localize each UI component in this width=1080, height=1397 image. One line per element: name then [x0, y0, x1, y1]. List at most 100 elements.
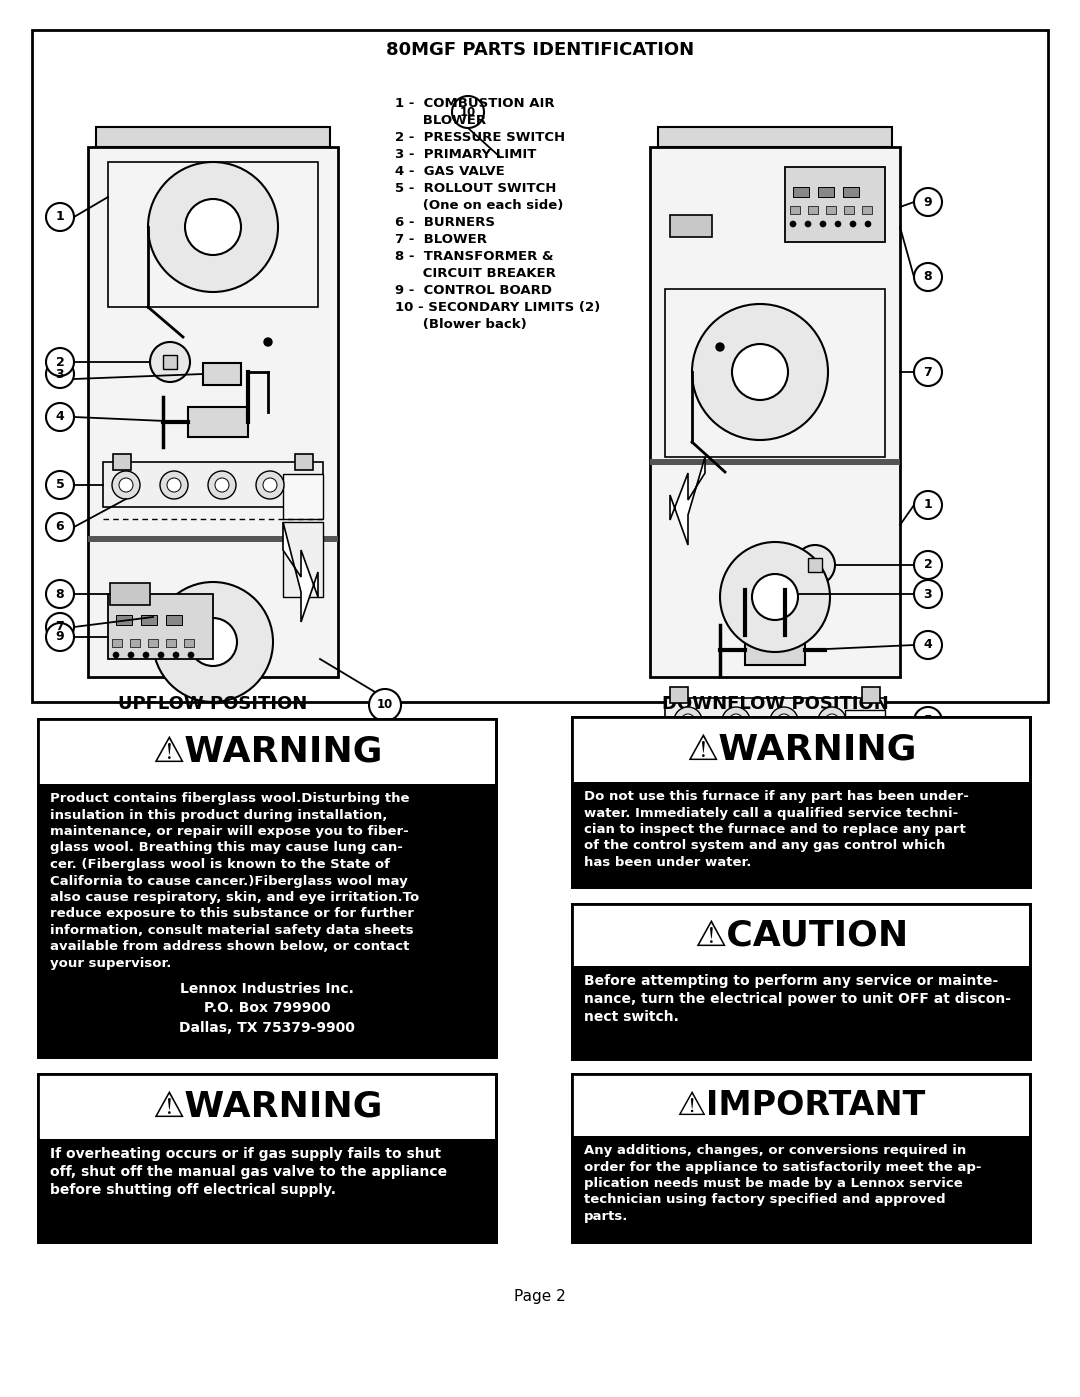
- Circle shape: [914, 631, 942, 659]
- Bar: [572, 1074, 1030, 1242]
- Circle shape: [188, 652, 194, 658]
- Circle shape: [46, 402, 75, 432]
- Circle shape: [208, 471, 237, 499]
- Text: 4: 4: [56, 411, 65, 423]
- Text: 3 -  PRIMARY LIMIT: 3 - PRIMARY LIMIT: [395, 148, 537, 161]
- Bar: [87, 147, 338, 678]
- Circle shape: [129, 652, 134, 658]
- Text: (Blower back): (Blower back): [395, 319, 527, 331]
- Text: DOWNFLOW POSITION: DOWNFLOW POSITION: [662, 694, 889, 712]
- Circle shape: [729, 714, 743, 728]
- Text: 7: 7: [56, 620, 65, 633]
- Text: ⚠WARNING: ⚠WARNING: [152, 735, 382, 768]
- Text: 8 -  TRANSFORMER &: 8 - TRANSFORMER &: [395, 250, 554, 263]
- Circle shape: [167, 478, 181, 492]
- Text: 9: 9: [56, 630, 65, 644]
- Circle shape: [914, 490, 942, 520]
- Circle shape: [681, 714, 696, 728]
- Circle shape: [914, 707, 942, 735]
- Circle shape: [119, 478, 133, 492]
- Circle shape: [752, 574, 798, 620]
- Bar: [818, 187, 834, 197]
- Circle shape: [185, 198, 241, 256]
- Bar: [96, 127, 330, 147]
- Circle shape: [46, 580, 75, 608]
- Text: 2: 2: [923, 559, 932, 571]
- Bar: [108, 594, 213, 659]
- Circle shape: [148, 162, 278, 292]
- Circle shape: [264, 338, 272, 346]
- Bar: [110, 583, 150, 605]
- Text: 6 -  BURNERS: 6 - BURNERS: [395, 217, 495, 229]
- Bar: [745, 636, 805, 665]
- Text: 3: 3: [923, 588, 932, 601]
- Circle shape: [150, 342, 190, 381]
- Text: 8: 8: [923, 271, 932, 284]
- Text: 10: 10: [460, 106, 476, 119]
- Circle shape: [914, 263, 942, 291]
- Circle shape: [732, 344, 788, 400]
- Bar: [283, 522, 323, 597]
- Circle shape: [723, 707, 750, 735]
- Text: If overheating occurs or if gas supply fails to shut
off, shut off the manual ga: If overheating occurs or if gas supply f…: [50, 1147, 447, 1197]
- Bar: [665, 698, 885, 743]
- Bar: [573, 718, 1029, 782]
- Bar: [845, 710, 885, 754]
- Circle shape: [46, 348, 75, 376]
- Bar: [203, 363, 241, 386]
- Text: Product contains fiberglass wool.Disturbing the
insulation in this product durin: Product contains fiberglass wool.Disturb…: [50, 792, 419, 970]
- Circle shape: [914, 358, 942, 386]
- Circle shape: [112, 471, 140, 499]
- Text: 1: 1: [56, 211, 65, 224]
- Bar: [38, 1074, 496, 1242]
- Circle shape: [805, 221, 811, 226]
- Circle shape: [914, 749, 942, 777]
- Bar: [116, 615, 132, 624]
- Text: Lennox Industries Inc.
P.O. Box 799900
Dallas, TX 75379-9900: Lennox Industries Inc. P.O. Box 799900 D…: [179, 982, 355, 1035]
- Text: 1: 1: [923, 499, 932, 511]
- Bar: [808, 557, 822, 571]
- Text: 10 - SECONDARY LIMITS (2): 10 - SECONDARY LIMITS (2): [395, 300, 600, 314]
- Bar: [760, 583, 798, 605]
- Bar: [572, 904, 1030, 1059]
- Circle shape: [820, 221, 826, 226]
- Circle shape: [777, 714, 791, 728]
- Circle shape: [914, 550, 942, 578]
- Text: 1 -  COMBUSTION AIR: 1 - COMBUSTION AIR: [395, 96, 555, 110]
- Text: (One on each side): (One on each side): [395, 198, 564, 212]
- Text: 2 -  PRESSURE SWITCH: 2 - PRESSURE SWITCH: [395, 131, 565, 144]
- Text: ⚠IMPORTANT: ⚠IMPORTANT: [676, 1088, 926, 1122]
- Text: 5: 5: [56, 479, 65, 492]
- Bar: [130, 638, 140, 647]
- Bar: [163, 355, 177, 369]
- Text: ⚠WARNING: ⚠WARNING: [686, 732, 916, 767]
- Text: ⚠WARNING: ⚠WARNING: [152, 1090, 382, 1123]
- Circle shape: [264, 478, 276, 492]
- Text: 5 -  ROLLOUT SWITCH: 5 - ROLLOUT SWITCH: [395, 182, 556, 196]
- Bar: [32, 29, 1048, 703]
- Circle shape: [46, 360, 75, 388]
- Bar: [785, 168, 885, 242]
- Text: CIRCUIT BREAKER: CIRCUIT BREAKER: [395, 267, 556, 279]
- Text: 9: 9: [923, 196, 932, 208]
- Circle shape: [256, 471, 284, 499]
- Circle shape: [825, 714, 839, 728]
- Text: 9 -  CONTROL BOARD: 9 - CONTROL BOARD: [395, 284, 552, 298]
- Bar: [38, 719, 496, 1058]
- Circle shape: [46, 513, 75, 541]
- Text: Any additions, changes, or conversions required in
order for the appliance to sa: Any additions, changes, or conversions r…: [584, 1144, 982, 1222]
- Text: 6: 6: [56, 521, 65, 534]
- Circle shape: [692, 305, 828, 440]
- Bar: [843, 187, 859, 197]
- Circle shape: [160, 471, 188, 499]
- Text: BLOWER: BLOWER: [395, 115, 486, 127]
- Circle shape: [215, 478, 229, 492]
- Circle shape: [770, 707, 798, 735]
- Bar: [87, 536, 338, 542]
- Bar: [188, 407, 248, 437]
- Text: UPFLOW POSITION: UPFLOW POSITION: [119, 694, 308, 712]
- Circle shape: [46, 203, 75, 231]
- Circle shape: [674, 707, 702, 735]
- Text: 4: 4: [923, 638, 932, 651]
- Text: 80MGF PARTS IDENTIFICATION: 80MGF PARTS IDENTIFICATION: [386, 41, 694, 59]
